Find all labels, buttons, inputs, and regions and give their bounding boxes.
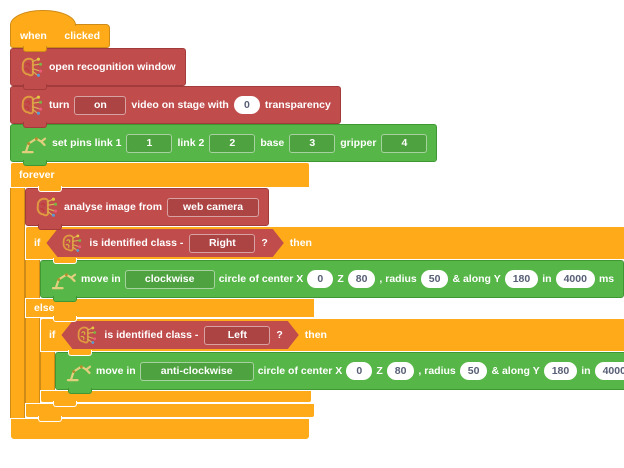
question-mark-label: ? xyxy=(261,237,268,249)
move-in-label: move in xyxy=(96,365,136,377)
base-input[interactable]: 3 xyxy=(289,133,336,153)
clicked-label: clicked xyxy=(64,30,100,42)
ml-brain-icon xyxy=(76,325,98,345)
video-state-dropdown[interactable]: on xyxy=(74,95,127,115)
z-label: Z xyxy=(376,365,383,377)
center-x-input[interactable]: 0 xyxy=(346,362,373,380)
image-source-dropdown[interactable]: web camera xyxy=(167,197,260,217)
condition-hexagon[interactable]: is identified class - Left ? xyxy=(61,321,298,349)
direction-dropdown[interactable]: anti-clockwise xyxy=(139,361,254,381)
transparency-label: transparency xyxy=(264,99,331,111)
else-arm xyxy=(25,318,40,403)
inner-if-block: if is identified class - Left ? xyxy=(40,318,624,407)
when-clicked-hat-block[interactable]: when clicked xyxy=(10,10,110,52)
then-label: then xyxy=(289,237,312,249)
link1-input[interactable]: 1 xyxy=(126,133,173,153)
if-arm xyxy=(25,260,40,298)
when-label: when xyxy=(20,30,47,42)
direction-dropdown[interactable]: clockwise xyxy=(124,269,215,289)
along-y-input[interactable]: 180 xyxy=(504,270,539,288)
condition-label: is identified class - xyxy=(89,237,184,249)
if-else-block: if is identified class - Right ? then xyxy=(25,226,624,422)
turn-label: turn xyxy=(49,99,70,111)
forever-header[interactable]: forever xyxy=(10,162,310,192)
inner-if-foot[interactable] xyxy=(40,390,312,407)
duration-input[interactable]: 4000 xyxy=(594,362,624,380)
center-x-input[interactable]: 0 xyxy=(307,270,334,288)
condition-hexagon[interactable]: is identified class - Right ? xyxy=(46,229,283,257)
move-anticlockwise-block[interactable]: move in anti-clockwise circle of center … xyxy=(55,352,624,394)
duration-input[interactable]: 4000 xyxy=(555,270,595,288)
class-dropdown[interactable]: Right xyxy=(189,234,255,253)
link2-input[interactable]: 2 xyxy=(209,133,256,153)
analyse-image-block[interactable]: analyse image from web camera xyxy=(25,188,270,230)
if-else-foot[interactable] xyxy=(25,403,315,422)
in-label: in xyxy=(542,273,552,285)
if-label: if xyxy=(34,237,41,249)
radius-label: , radius xyxy=(379,273,417,285)
robotic-arm-icon xyxy=(65,360,92,383)
if-header[interactable]: if is identified class - Right ? then xyxy=(25,226,624,264)
link2-label: link 2 xyxy=(177,137,205,149)
along-y-input[interactable]: 180 xyxy=(543,362,578,380)
set-pins-label: set pins link 1 xyxy=(52,137,122,149)
else-label: else xyxy=(34,302,55,314)
radius-input[interactable]: 50 xyxy=(420,270,449,288)
radius-input[interactable]: 50 xyxy=(459,362,488,380)
forever-block: forever analyse image from web camera if xyxy=(10,162,624,440)
forever-foot[interactable] xyxy=(10,418,310,440)
if-label: if xyxy=(49,329,56,341)
robotic-arm-icon xyxy=(20,132,47,155)
inner-if-arm xyxy=(40,352,55,390)
center-z-input[interactable]: 80 xyxy=(347,270,376,288)
robotic-arm-icon xyxy=(50,268,77,291)
turn-video-on-stage-block[interactable]: turn on video on stage with 0 transparen… xyxy=(10,86,341,128)
gripper-input[interactable]: 4 xyxy=(381,133,428,153)
set-pins-block[interactable]: set pins link 1 1 link 2 2 base 3 grippe… xyxy=(10,124,438,166)
condition-label: is identified class - xyxy=(104,329,199,341)
move-in-label: move in xyxy=(81,273,121,285)
move-clockwise-block[interactable]: move in clockwise circle of center X 0 Z… xyxy=(40,260,624,302)
along-y-label: & along Y xyxy=(491,365,540,377)
class-dropdown[interactable]: Left xyxy=(204,326,270,345)
forever-arm xyxy=(10,188,25,418)
center-x-label: circle of center X xyxy=(218,273,304,285)
ml-brain-icon xyxy=(20,94,44,116)
along-y-label: & along Y xyxy=(452,273,501,285)
block-script: when clicked open recognition window tur… xyxy=(10,10,624,440)
block-label: open recognition window xyxy=(49,61,176,73)
ml-brain-icon xyxy=(35,196,59,218)
z-label: Z xyxy=(337,273,344,285)
then-label: then xyxy=(304,329,327,341)
center-x-label: circle of center X xyxy=(257,365,343,377)
gripper-label: gripper xyxy=(340,137,377,149)
open-recognition-window-block[interactable]: open recognition window xyxy=(10,48,186,90)
ml-brain-icon xyxy=(61,233,83,253)
base-label: base xyxy=(260,137,285,149)
ml-brain-icon xyxy=(20,56,44,78)
center-z-input[interactable]: 80 xyxy=(386,362,415,380)
else-bar[interactable]: else xyxy=(25,298,315,322)
forever-label: forever xyxy=(19,169,55,181)
flag-icon-placeholder xyxy=(52,31,60,41)
question-mark-label: ? xyxy=(276,329,283,341)
transparency-input[interactable]: 0 xyxy=(233,96,260,114)
ms-label: ms xyxy=(598,273,615,285)
in-label: in xyxy=(581,365,591,377)
radius-label: , radius xyxy=(418,365,456,377)
video-on-stage-label: video on stage with xyxy=(131,99,229,111)
inner-if-header[interactable]: if is identified class - Left ? xyxy=(40,318,624,356)
analyse-label: analyse image from xyxy=(64,201,163,213)
